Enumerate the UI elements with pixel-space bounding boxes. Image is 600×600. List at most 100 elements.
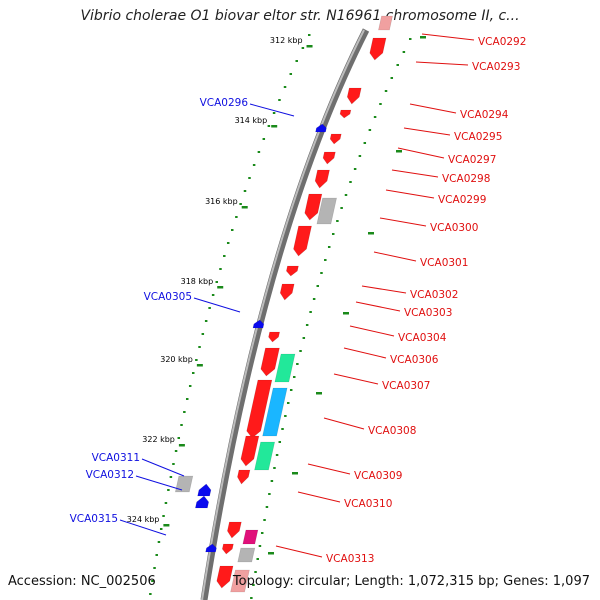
track-dot [295,60,298,62]
gene-label-vca0300[interactable]: VCA0300 [430,222,478,234]
tick-label: 324 kbp [127,515,160,524]
track-dot [296,363,299,365]
track-dot [260,532,264,534]
gene-label-vca0299[interactable]: VCA0299 [438,194,486,206]
track-dot [188,385,192,387]
track-dot [257,151,261,153]
gene-vca0306[interactable] [260,347,280,377]
track-dot [211,294,215,296]
gene-label-vca0298[interactable]: VCA0298 [442,173,490,185]
tick-mark [196,364,203,367]
gene-vca0312a[interactable] [197,483,212,497]
callout-line [119,519,167,536]
gene-vca0300b[interactable] [316,197,337,225]
track-dot [263,519,266,521]
gene-label-vca0292[interactable]: VCA0292 [478,36,526,48]
gene-label-vca0294[interactable]: VCA0294 [460,109,509,121]
gene-label-vca0312[interactable]: VCA0312 [86,469,134,481]
track-dot [172,463,175,465]
gene-vca0315[interactable] [205,543,217,553]
gene-vca0294[interactable] [346,87,362,105]
gene-label-vca0303[interactable]: VCA0303 [404,307,452,319]
track-dot [262,138,266,140]
gene-label-vca0309[interactable]: VCA0309 [354,470,402,482]
gene-vca0309a[interactable] [240,435,260,467]
gene-vca0310[interactable] [237,469,251,485]
gene-vca0300a[interactable] [304,193,323,221]
gene-callouts[interactable]: VCA0292 VCA0293 VCA0294 VCA0295 VCA0297 VCA02… [70,33,527,565]
gene-vca0292[interactable] [369,37,387,61]
track-dot [363,142,367,144]
track-dot [353,168,357,170]
track-dot [243,190,247,192]
gene-label-vca0302[interactable]: VCA0302 [410,289,458,301]
track-dot [191,372,195,374]
track-dot [299,350,302,352]
gene-vca0316[interactable] [216,565,234,589]
track-dot [373,116,377,118]
track-dash [292,472,298,475]
gene-label-vca0297[interactable]: VCA0297 [448,154,496,166]
gene-vca0313b[interactable] [242,529,259,545]
gene-label-vca0304[interactable]: VCA0304 [398,332,447,344]
gene-vca0316b[interactable] [230,569,250,593]
track-dot [177,437,181,439]
gene-vca0299[interactable] [314,169,330,189]
callout-line [135,475,183,491]
track-dot [270,480,274,482]
gene-label-vca0296[interactable]: VCA0296 [200,97,249,109]
tick-label: 312 kbp [270,36,303,45]
gene-vca0291[interactable] [378,15,393,31]
gene-vca0314b[interactable] [237,547,256,563]
gene-vca0313[interactable] [227,521,242,539]
gene-vca0312b[interactable] [194,495,210,509]
track-dot [230,229,234,231]
track-dot [151,580,154,582]
track-dash [316,392,322,395]
gene-vca0314[interactable] [221,543,234,555]
gene-vca0297[interactable] [329,133,342,145]
gene-label-vca0306[interactable]: VCA0306 [390,354,439,366]
gene-label-vca0311[interactable]: VCA0311 [92,452,140,464]
track-dash [368,232,374,235]
gene-vca0301[interactable] [293,225,312,257]
gene-label-vca0301[interactable]: VCA0301 [420,257,468,269]
topology-text: Topology: circular; Length: 1,072,315 bp… [232,574,590,589]
callout-line [333,373,379,385]
tick-label: 318 kbp [181,277,214,286]
gene-vca0295[interactable] [339,109,352,119]
gene-vca0308[interactable] [262,387,288,437]
callout-line [409,103,457,114]
track-dot [265,506,269,508]
gene-vca0306b[interactable] [274,353,296,383]
callout-line [415,61,469,66]
track-dot [204,320,208,322]
gene-label-vca0295[interactable]: VCA0295 [454,131,502,143]
gene-vca0303[interactable] [279,283,295,301]
track-dot [252,164,256,166]
gene-vca0307[interactable] [246,379,273,439]
track-dot [256,558,259,560]
callout-line [361,285,407,294]
chromosome-backbone [200,28,370,600]
gene-label-vca0305[interactable]: VCA0305 [144,291,192,303]
gene-label-vca0310[interactable]: VCA0310 [344,498,392,510]
gene-vca0298[interactable] [322,151,336,165]
track-dot [219,268,222,270]
track-dot [268,493,271,495]
gene-vca0305[interactable] [252,319,265,329]
gene-vca0311[interactable] [174,475,194,493]
track-dot [349,181,352,183]
gene-vca0296[interactable] [315,123,327,133]
gene-label-vca0313[interactable]: VCA0313 [326,553,374,565]
gene-label-vca0307[interactable]: VCA0307 [382,380,430,392]
gene-label-vca0293[interactable]: VCA0293 [472,61,520,73]
gene-features[interactable] [174,15,393,593]
gene-vca0302[interactable] [286,265,299,277]
gene-label-vca0308[interactable]: VCA0308 [368,425,416,437]
gene-label-vca0315[interactable]: VCA0315 [70,513,118,525]
gene-vca0309[interactable] [254,441,276,471]
gene-vca0304[interactable] [268,331,281,343]
dotted-tracks [149,34,426,599]
